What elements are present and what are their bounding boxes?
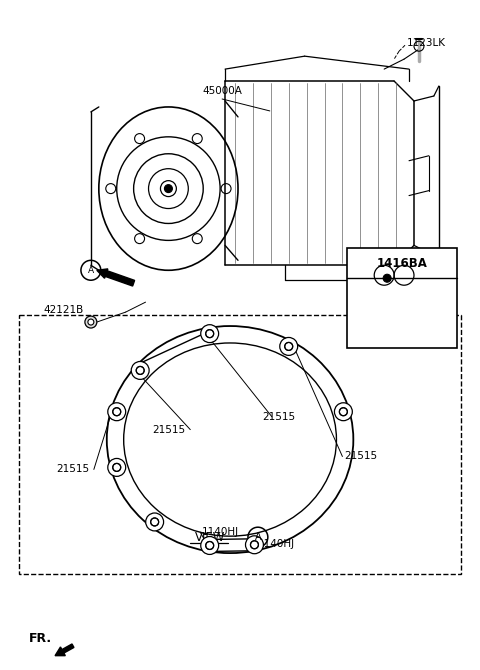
Text: 21515: 21515 bbox=[344, 452, 377, 462]
Text: 21515: 21515 bbox=[56, 464, 89, 474]
Circle shape bbox=[88, 319, 94, 325]
Text: 21515: 21515 bbox=[153, 425, 186, 435]
FancyArrow shape bbox=[97, 269, 134, 286]
FancyBboxPatch shape bbox=[348, 249, 457, 348]
Circle shape bbox=[201, 325, 218, 342]
Text: 1140HJ: 1140HJ bbox=[258, 539, 295, 549]
Circle shape bbox=[339, 408, 348, 415]
Circle shape bbox=[113, 408, 120, 415]
Text: FR.: FR. bbox=[29, 632, 52, 645]
Text: 45000A: 45000A bbox=[202, 86, 242, 96]
Text: 1416BA: 1416BA bbox=[377, 257, 428, 270]
Circle shape bbox=[165, 185, 172, 192]
Text: 42121B: 42121B bbox=[43, 305, 84, 315]
Circle shape bbox=[108, 458, 126, 476]
Text: A: A bbox=[88, 266, 94, 275]
Circle shape bbox=[131, 362, 149, 379]
Text: 21515: 21515 bbox=[262, 411, 295, 421]
Circle shape bbox=[113, 464, 120, 472]
Circle shape bbox=[206, 541, 214, 549]
Circle shape bbox=[108, 403, 126, 421]
Circle shape bbox=[335, 403, 352, 421]
Circle shape bbox=[206, 330, 214, 338]
Text: A: A bbox=[254, 532, 261, 542]
Circle shape bbox=[201, 537, 218, 555]
Circle shape bbox=[251, 541, 258, 549]
Circle shape bbox=[85, 316, 97, 328]
FancyArrow shape bbox=[55, 644, 74, 656]
Text: 1123LK: 1123LK bbox=[407, 38, 446, 48]
Circle shape bbox=[245, 536, 264, 553]
Text: 1140HJ: 1140HJ bbox=[202, 527, 240, 537]
Circle shape bbox=[383, 274, 391, 282]
Text: VIEW: VIEW bbox=[195, 531, 226, 543]
Circle shape bbox=[151, 518, 158, 526]
Circle shape bbox=[280, 338, 298, 355]
Circle shape bbox=[136, 366, 144, 375]
Circle shape bbox=[146, 513, 164, 531]
Circle shape bbox=[285, 342, 293, 350]
